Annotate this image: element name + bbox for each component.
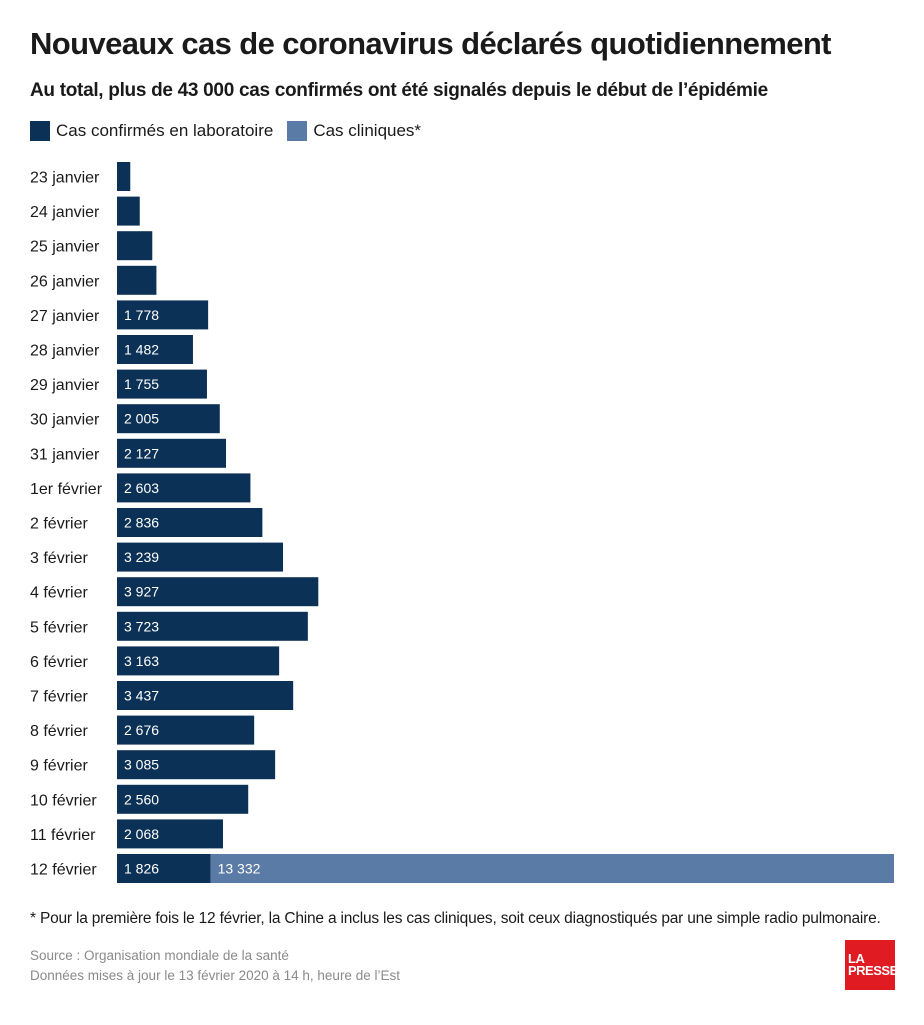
data-label: 3 927 [124,584,159,600]
bar-laboratoire [117,646,280,676]
bar-laboratoire [117,162,131,191]
category-label: 30 janvier [30,412,100,429]
category-label: 2 février [30,516,88,533]
category-label: 31 janvier [30,446,100,463]
data-label: 2 127 [124,445,159,461]
data-label: 3 085 [124,757,159,773]
category-label: 23 janvier [30,170,100,187]
data-label: 1 755 [124,376,159,392]
bar-laboratoire [117,300,209,330]
source-block: Source : Organisation mondiale de la san… [30,946,400,986]
footnote: * Pour la première fois le 12 février, l… [30,910,881,927]
logo-text-la: LA [848,951,865,966]
chart-subtitle: Au total, plus de 43 000 cas confirmés o… [30,80,768,101]
bar-laboratoire [117,715,255,745]
data-label: 2 068 [124,826,159,842]
data-label: 2 560 [124,791,159,807]
bar-laboratoire [117,854,211,883]
bar-cliniques [210,854,894,883]
data-label: 3 437 [124,688,159,704]
chart-title: Nouveaux cas de coronavirus déclarés quo… [30,26,832,61]
category-label: 7 février [30,689,88,706]
legend-swatch-laboratoire [30,121,50,141]
bar-laboratoire [117,819,224,849]
data-label: 3 239 [124,549,159,565]
category-label: 9 février [30,758,88,775]
data-label: 2 676 [124,722,159,738]
category-label: 1er février [30,481,103,498]
bar-laboratoire [117,265,157,295]
category-label: 11 février [30,827,96,844]
category-label: 3 février [30,550,88,567]
bar-laboratoire [117,508,263,537]
data-label: 3 723 [124,618,159,634]
bar-laboratoire [117,369,207,399]
bar-laboratoire [117,438,227,468]
category-label: 26 janvier [30,273,100,290]
bar-chart: 23 janvier 24 janvier 25 janvier 26 janvier… [30,162,894,883]
data-label: 1 778 [124,307,159,323]
data-label: 13 332 [218,861,261,877]
source-line: Source : Organisation mondiale de la san… [30,948,289,963]
data-label: 1 482 [124,342,159,358]
data-label: 3 163 [124,653,159,669]
legend-label-cliniques: Cas cliniques* [313,121,422,140]
legend-item-laboratoire: Cas confirmés en laboratoire [30,121,273,141]
bar-laboratoire [117,335,193,364]
update-line: Données mises à jour le 13 février 2020 … [30,968,400,983]
la-presse-logo: LA PRESSE [845,940,898,990]
logo-text-presse: PRESSE [848,963,898,978]
bar-laboratoire [117,196,140,226]
bar-laboratoire [117,473,251,503]
bar-laboratoire [117,784,249,814]
legend-item-cliniques: Cas cliniques* [287,121,421,141]
bar-laboratoire [117,542,284,572]
bar-laboratoire [117,577,319,607]
bar-laboratoire [117,681,294,710]
bar-laboratoire [117,611,308,641]
category-label: 24 janvier [30,204,100,221]
category-label: 5 février [30,619,88,636]
legend-label-laboratoire: Cas confirmés en laboratoire [56,121,274,140]
data-label: 2 836 [124,515,159,531]
legend-swatch-cliniques [287,121,308,141]
bar-laboratoire [117,750,276,780]
bar-laboratoire [117,404,220,434]
category-label: 10 février [30,792,97,809]
data-label: 1 826 [124,861,159,877]
category-label: 6 février [30,654,88,671]
category-label: 29 janvier [30,377,100,394]
category-label: 12 février [30,862,97,879]
category-label: 28 janvier [30,343,100,360]
data-label: 2 603 [124,480,159,496]
category-label: 27 janvier [30,308,100,325]
category-label: 8 février [30,723,88,740]
bar-laboratoire [117,231,153,261]
legend: Cas confirmés en laboratoire Cas cliniqu… [30,120,435,142]
category-label: 4 février [30,585,88,602]
category-label: 25 janvier [30,239,100,256]
data-label: 2 005 [124,411,159,427]
